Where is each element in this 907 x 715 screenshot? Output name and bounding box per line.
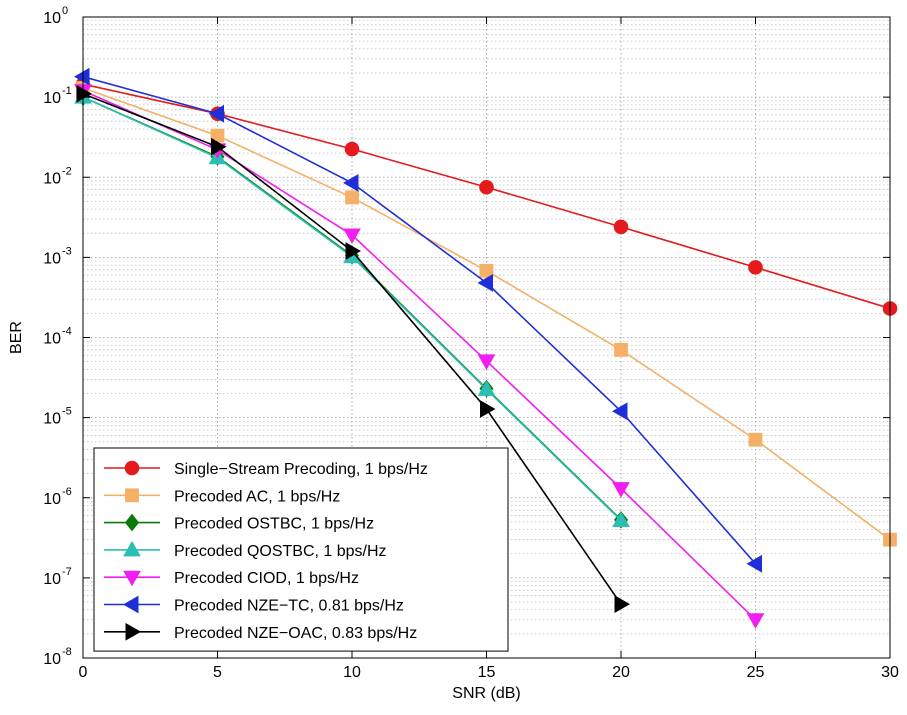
legend-box [93,447,509,652]
data-point-marker [613,219,629,235]
legend-label: Single−Stream Precoding, 1 bps/Hz [174,461,428,478]
legend-label: Precoded NZE−TC, 0.81 bps/Hz [174,598,404,615]
y-tick-exponent: -2 [62,165,72,177]
x-tick-label: 0 [79,664,88,681]
x-tick-label: 10 [343,664,361,681]
data-point-marker [211,137,227,156]
legend-label: Precoded QOSTBC, 1 bps/Hz [174,543,387,560]
data-point-marker [611,402,628,421]
y-tick-exponent: -4 [62,326,72,338]
y-tick-label: 10 [43,250,61,267]
data-point-marker [345,242,362,260]
y-tick-exponent: -7 [62,566,72,578]
data-point-marker [612,511,630,528]
legend-entry: Precoded OSTBC, 1 bps/Hz [104,513,374,533]
series-layer [73,67,898,629]
data-point-marker [614,343,628,357]
y-tick-label: 10 [43,10,61,27]
legend-entry: Precoded QOSTBC, 1 bps/Hz [104,540,387,560]
x-tick-label: 30 [881,664,899,681]
data-point-marker [123,540,141,557]
x-tick-label: 15 [478,664,496,681]
data-point-marker [73,67,90,86]
data-point-marker [479,179,494,195]
data-point-marker [124,513,140,532]
y-tick-label: 10 [43,170,61,187]
data-point-marker [746,613,765,629]
data-point-marker [345,190,359,205]
y-tick-exponent: -3 [62,245,72,257]
data-point-marker [612,482,630,498]
data-point-marker [748,432,763,447]
legend-label: Precoded AC, 1 bps/Hz [174,488,340,505]
data-point-marker [614,595,631,614]
legend-entry: Precoded NZE−TC, 0.81 bps/Hz [104,595,404,615]
y-tick-label: 10 [43,411,61,428]
x-tick-label: 25 [747,664,765,681]
data-point-marker [342,174,359,192]
data-point-marker [344,141,360,157]
y-tick-label: 10 [43,651,61,668]
data-point-marker [477,354,496,370]
data-point-marker [122,595,139,614]
y-tick-label: 10 [43,90,61,107]
data-point-marker [208,104,224,123]
data-point-marker [124,460,140,476]
legend-label: Precoded CIOD, 1 bps/Hz [174,570,359,587]
y-tick-label: 10 [43,571,61,588]
y-tick-exponent: -5 [62,406,72,418]
y-tick-exponent: -8 [62,646,72,658]
x-tick-label: 20 [612,664,630,681]
data-point-marker [477,274,493,292]
data-point-marker [477,380,496,396]
legend: Single−Stream Precoding, 1 bps/Hz Precode… [93,447,509,652]
data-point-marker [746,554,762,573]
data-point-marker [748,260,763,275]
legend-entry: Precoded CIOD, 1 bps/Hz [104,570,359,587]
data-point-marker [125,622,142,641]
series-line [82,75,757,565]
series-line [82,90,757,621]
y-tick-exponent: 0 [62,5,68,17]
legend-entry: Single−Stream Precoding, 1 bps/Hz [104,460,428,478]
legend-entry: Precoded NZE−OAC, 0.83 bps/Hz [104,622,417,642]
y-tick-label: 10 [43,331,61,348]
data-point-marker [76,84,93,103]
y-tick-exponent: -6 [62,486,72,498]
y-tick-exponent: -1 [62,85,72,97]
legend-entry: Precoded AC, 1 bps/Hz [104,488,340,505]
data-point-marker [480,400,496,418]
data-point-marker [125,488,139,503]
series [76,84,631,614]
legend-label: Precoded NZE−OAC, 0.83 bps/Hz [174,625,417,642]
data-point-marker [479,263,494,278]
series [73,67,762,573]
data-point-marker [343,228,361,245]
y-tick-label: 10 [43,491,61,508]
x-axis-label: SNR (dB) [452,685,520,702]
x-tick-label: 5 [213,664,222,681]
data-point-marker [123,570,141,587]
y-axis-label: BER [8,321,25,354]
legend-label: Precoded OSTBC, 1 bps/Hz [174,516,374,533]
